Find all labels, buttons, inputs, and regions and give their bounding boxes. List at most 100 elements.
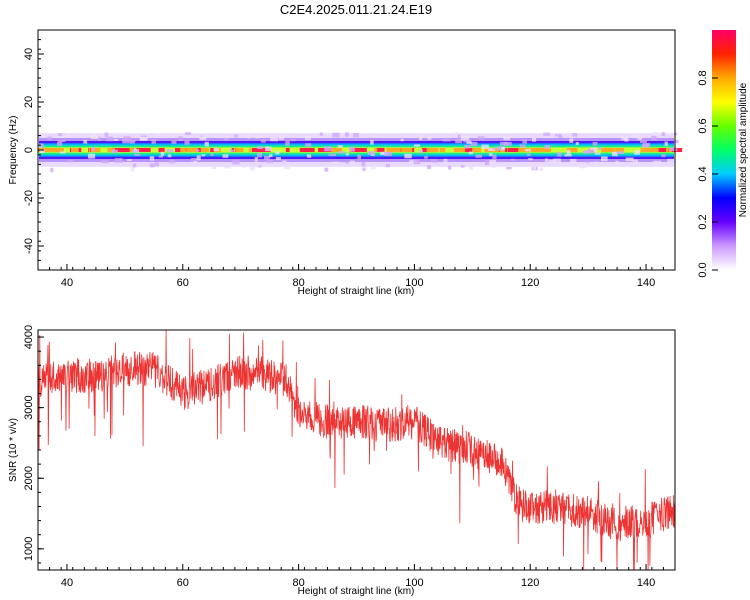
spectrogram-peak — [472, 148, 482, 152]
spectrogram-peak — [303, 148, 315, 152]
spectrogram-speckle — [669, 147, 678, 152]
spectrogram-speckle — [427, 136, 432, 140]
spectrogram-peak — [511, 148, 519, 152]
spectrogram-speckle — [324, 167, 329, 172]
x-tick-label: 80 — [292, 577, 304, 589]
spectrogram-speckle — [345, 161, 349, 164]
spectrogram-speckle — [361, 161, 366, 167]
x-tick-label: 100 — [405, 577, 423, 589]
spectrogram-speckle — [475, 154, 482, 158]
spectrogram-speckle — [229, 149, 235, 152]
spectrogram-speckle — [362, 167, 366, 171]
spectrogram-speckle — [463, 139, 472, 143]
x-tick-label: 60 — [177, 577, 189, 589]
spectrogram-speckle — [353, 133, 359, 138]
spectrogram-speckle — [492, 147, 497, 150]
spectrogram-speckle — [555, 134, 562, 137]
spectrogram-speckle — [597, 147, 602, 150]
spectrogram-speckle — [460, 165, 465, 168]
spectrogram-speckle — [151, 138, 156, 144]
spectrogram-speckle — [204, 141, 209, 147]
spectrogram-speckle — [616, 151, 624, 155]
x-tick-label: 120 — [521, 277, 539, 289]
spectrogram-speckle — [600, 156, 608, 162]
spectrogram-speckle — [249, 165, 255, 171]
spectrogram-speckle — [455, 138, 463, 144]
spectrogram-speckle — [511, 158, 516, 162]
spectrogram-speckle — [113, 138, 119, 142]
spectrogram-speckle — [544, 145, 550, 149]
spectrogram-speckle — [106, 136, 113, 142]
spectrogram-speckle — [457, 134, 461, 139]
spectrogram-speckle — [430, 158, 438, 163]
spectrogram-speckle — [328, 153, 337, 156]
spectrogram-speckle — [588, 149, 596, 153]
spectrogram-peak — [566, 148, 571, 152]
spectrogram-speckle — [661, 132, 666, 137]
spectrogram-speckle — [257, 152, 262, 158]
spectrogram-band — [38, 132, 683, 173]
spectrogram-speckle — [241, 164, 246, 168]
spectrogram-speckle — [522, 139, 528, 144]
spectrogram-peak — [374, 148, 380, 152]
spectrogram-speckle — [384, 151, 392, 157]
spectrogram-speckle — [385, 163, 390, 168]
spectrogram-peak — [520, 148, 523, 152]
spectrogram-speckle — [519, 144, 526, 148]
spectrogram-speckle — [639, 140, 647, 143]
spectrogram-peak — [466, 148, 472, 152]
spectrogram-speckle — [557, 152, 562, 157]
y-tick-label: 0 — [23, 147, 35, 153]
spectrogram-speckle — [160, 151, 165, 156]
spectrogram-speckle — [466, 141, 472, 144]
spectrogram-peak — [285, 148, 290, 152]
spectrogram-speckle — [265, 146, 272, 152]
spectrogram-peak — [456, 148, 460, 152]
spectrogram-speckle — [126, 137, 131, 142]
spectrogram-speckle — [167, 154, 172, 158]
spectrogram-speckle — [634, 150, 641, 155]
spectrogram-speckle — [254, 157, 258, 162]
spectrogram-speckle — [91, 147, 95, 151]
spectrogram-speckle — [594, 152, 601, 155]
x-tick-label: 120 — [521, 577, 539, 589]
spectrogram-speckle — [612, 151, 618, 157]
spectrogram-speckle — [222, 154, 229, 158]
spectrogram-speckle — [168, 159, 176, 164]
spectrogram-speckle — [50, 167, 54, 173]
colorbar-tick-label: 0.0 — [697, 262, 709, 277]
spectrogram-peak — [650, 148, 659, 152]
spectrogram-peak — [258, 148, 271, 152]
spectrogram-speckle — [210, 153, 214, 156]
spectrogram-peak — [530, 148, 536, 152]
spectrogram-speckle — [345, 132, 349, 137]
spectrogram-speckle — [278, 137, 284, 141]
spectrogram-speckle — [129, 139, 136, 143]
spectrogram-speckle — [166, 149, 174, 153]
spectrogram-speckle — [487, 148, 495, 152]
spectrogram-speckle — [442, 138, 451, 142]
spectrogram-speckle — [419, 149, 423, 154]
y-tick-label: -40 — [23, 238, 35, 254]
spectrogram-speckle — [195, 149, 200, 152]
spectrogram-peak — [180, 148, 187, 152]
spectrogram-speckle — [528, 158, 533, 161]
spectrogram-speckle — [306, 154, 312, 158]
spectrogram-speckle — [134, 153, 141, 156]
spectrogram-speckle — [651, 135, 657, 141]
spectrogram-speckle — [158, 155, 163, 158]
spectrogram-speckle — [589, 147, 595, 150]
spectrogram-ticks: 40 60 80 100 120 140 40 20 0 -20 -40 — [23, 29, 676, 289]
spectrogram-speckle — [117, 132, 125, 135]
spectrogram-x-label: Height of straight line (km) — [298, 286, 415, 297]
spectrogram-speckle — [566, 150, 571, 155]
spectrogram-peak — [422, 148, 429, 152]
spectrogram-speckle — [284, 164, 291, 170]
spectrogram-peak — [518, 148, 530, 152]
spectrogram-speckle — [265, 159, 273, 163]
snr-series-group — [37, 329, 676, 571]
spectrogram-speckle — [304, 136, 311, 141]
spectrogram-speckle — [211, 166, 217, 170]
spectrogram-peak — [534, 148, 544, 152]
y-tick-label: 20 — [23, 96, 35, 108]
